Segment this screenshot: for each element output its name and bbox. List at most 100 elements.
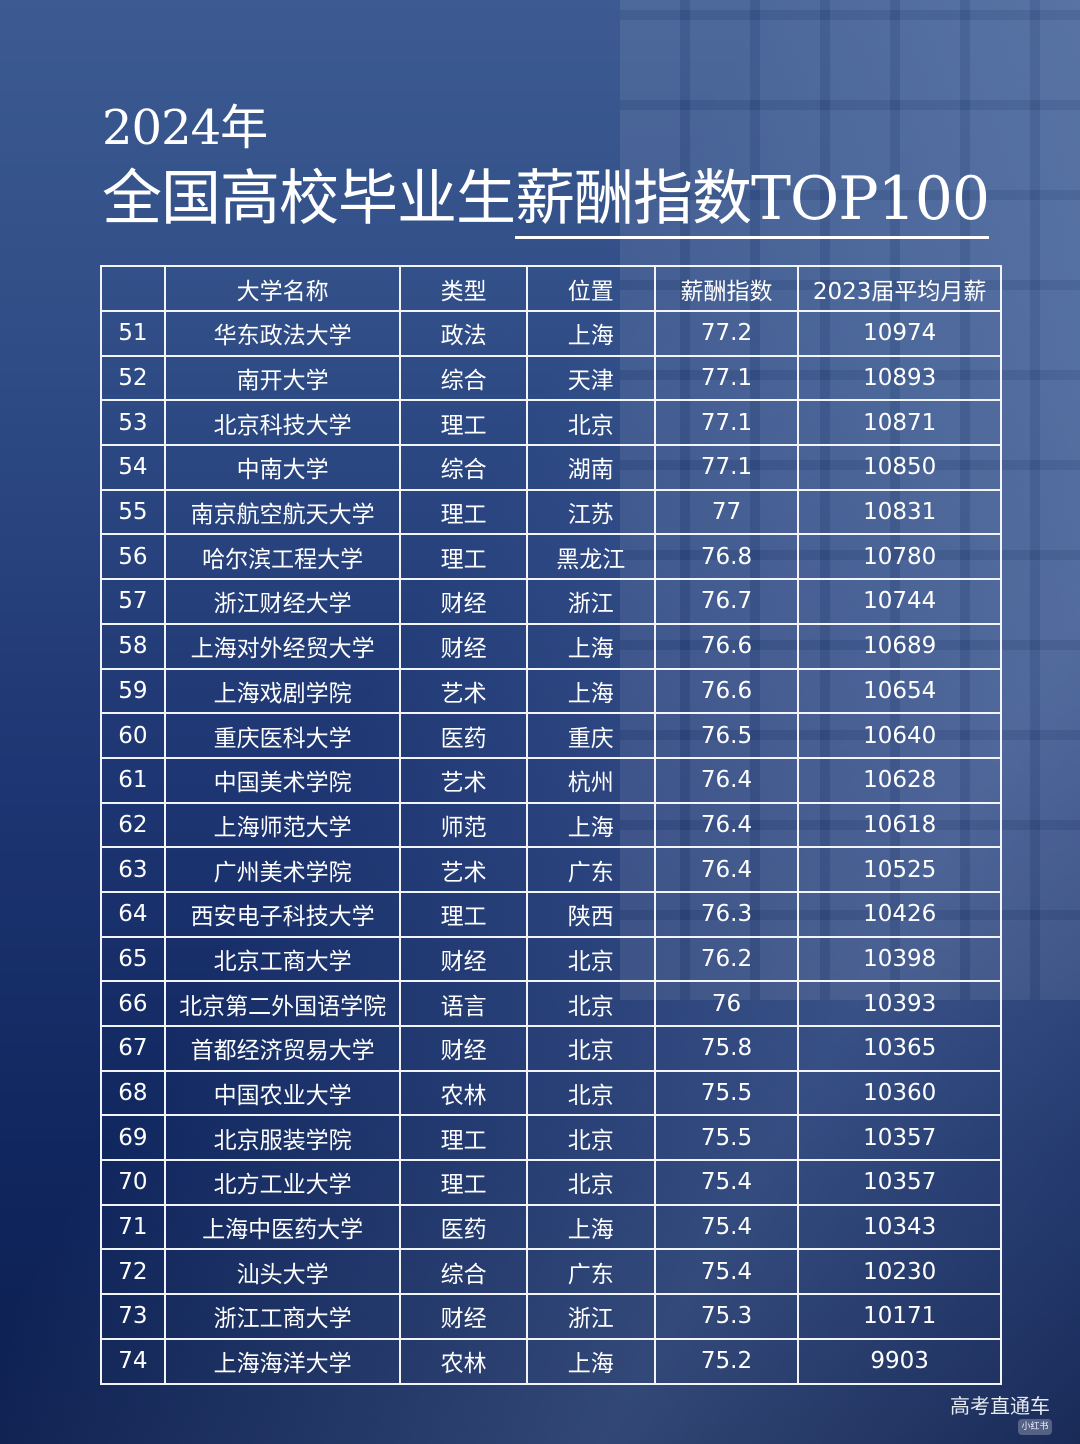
cell-university-name: 首都经济贸易大学	[163, 1025, 402, 1072]
cell-salary-index: 76.2	[653, 935, 800, 983]
cell-type: 财经	[399, 622, 528, 670]
cell-type: 综合	[399, 1248, 528, 1296]
cell-location: 上海	[525, 667, 656, 715]
cell-university-name: 上海戏剧学院	[163, 667, 402, 715]
cell-rank: 61	[100, 756, 166, 804]
header-location: 位置	[525, 265, 656, 312]
cell-type: 政法	[399, 310, 528, 357]
cell-university-name: 上海对外经贸大学	[163, 622, 402, 670]
cell-location: 上海	[525, 622, 656, 670]
cell-rank: 65	[100, 935, 166, 983]
cell-rank: 60	[100, 712, 166, 759]
cell-location: 浙江	[525, 578, 656, 625]
cell-university-name: 华东政法大学	[163, 310, 402, 357]
cell-type: 财经	[399, 1025, 528, 1072]
cell-rank: 63	[100, 846, 166, 893]
cell-avg-monthly-salary: 10525	[797, 846, 1002, 893]
cell-university-name: 西安电子科技大学	[163, 890, 402, 938]
cell-avg-monthly-salary: 10850	[797, 444, 1002, 491]
cell-avg-monthly-salary: 10426	[797, 890, 1002, 938]
cell-salary-index: 76.6	[653, 667, 800, 715]
cell-location: 江苏	[525, 488, 656, 536]
cell-rank: 57	[100, 578, 166, 625]
cell-university-name: 北方工业大学	[163, 1159, 402, 1206]
cell-salary-index: 77.1	[653, 354, 800, 402]
table-row: 69 北京服装学院 理工 北京 75.5 10357	[100, 1114, 1002, 1162]
cell-salary-index: 76.8	[653, 533, 800, 581]
table-row: 53 北京科技大学 理工 北京 77.1 10871	[100, 399, 1002, 447]
cell-location: 天津	[525, 354, 656, 402]
cell-rank: 66	[100, 980, 166, 1027]
cell-rank: 74	[100, 1337, 166, 1385]
cell-salary-index: 75.5	[653, 1114, 800, 1162]
cell-university-name: 中南大学	[163, 444, 402, 491]
table-row: 72 汕头大学 综合 广东 75.4 10230	[100, 1248, 1002, 1296]
cell-rank: 67	[100, 1025, 166, 1072]
cell-location: 重庆	[525, 712, 656, 759]
cell-university-name: 浙江工商大学	[163, 1293, 402, 1340]
cell-avg-monthly-salary: 10871	[797, 399, 1002, 447]
cell-avg-monthly-salary: 10357	[797, 1159, 1002, 1206]
cell-rank: 68	[100, 1069, 166, 1117]
cell-university-name: 北京服装学院	[163, 1114, 402, 1162]
table-row: 52 南开大学 综合 天津 77.1 10893	[100, 354, 1002, 402]
cell-type: 医药	[399, 1203, 528, 1251]
cell-salary-index: 75.2	[653, 1337, 800, 1385]
cell-rank: 58	[100, 622, 166, 670]
cell-salary-index: 76.4	[653, 801, 800, 849]
cell-salary-index: 76.3	[653, 890, 800, 938]
cell-university-name: 重庆医科大学	[163, 712, 402, 759]
cell-type: 师范	[399, 801, 528, 849]
cell-salary-index: 76.7	[653, 578, 800, 625]
table-row: 55 南京航空航天大学 理工 江苏 77 10831	[100, 488, 1002, 536]
cell-type: 艺术	[399, 756, 528, 804]
cell-location: 北京	[525, 980, 656, 1027]
cell-type: 综合	[399, 444, 528, 491]
table-row: 60 重庆医科大学 医药 重庆 76.5 10640	[100, 712, 1002, 759]
ranking-table: 大学名称 类型 位置 薪酬指数 2023届平均月薪 51 华东政法大学 政法 上海 77.2 10…	[100, 265, 1002, 1385]
cell-salary-index: 76.4	[653, 756, 800, 804]
cell-avg-monthly-salary: 10365	[797, 1025, 1002, 1072]
cell-location: 上海	[525, 310, 656, 357]
cell-avg-monthly-salary: 10831	[797, 488, 1002, 536]
cell-salary-index: 77.1	[653, 444, 800, 491]
cell-salary-index: 75.5	[653, 1069, 800, 1117]
cell-rank: 73	[100, 1293, 166, 1340]
cell-university-name: 南京航空航天大学	[163, 488, 402, 536]
cell-avg-monthly-salary: 10357	[797, 1114, 1002, 1162]
cell-rank: 71	[100, 1203, 166, 1251]
cell-type: 财经	[399, 1293, 528, 1340]
cell-avg-monthly-salary: 10628	[797, 756, 1002, 804]
table-row: 61 中国美术学院 艺术 杭州 76.4 10628	[100, 756, 1002, 804]
cell-university-name: 南开大学	[163, 354, 402, 402]
title-year: 2024年	[102, 100, 268, 156]
cell-location: 陕西	[525, 890, 656, 938]
cell-avg-monthly-salary: 10398	[797, 935, 1002, 983]
cell-type: 医药	[399, 712, 528, 759]
cell-university-name: 广州美术学院	[163, 846, 402, 893]
cell-type: 农林	[399, 1069, 528, 1117]
header-type: 类型	[399, 265, 528, 312]
title-underlined: 薪酬指数TOP100	[515, 164, 990, 239]
cell-avg-monthly-salary: 10618	[797, 801, 1002, 849]
cell-location: 北京	[525, 1114, 656, 1162]
table-row: 68 中国农业大学 农林 北京 75.5 10360	[100, 1069, 1002, 1117]
cell-salary-index: 75.4	[653, 1248, 800, 1296]
cell-location: 湖南	[525, 444, 656, 491]
cell-salary-index: 75.4	[653, 1203, 800, 1251]
table-row: 64 西安电子科技大学 理工 陕西 76.3 10426	[100, 890, 1002, 938]
cell-rank: 72	[100, 1248, 166, 1296]
cell-avg-monthly-salary: 10640	[797, 712, 1002, 759]
table-row: 62 上海师范大学 师范 上海 76.4 10618	[100, 801, 1002, 849]
cell-location: 黑龙江	[525, 533, 656, 581]
cell-rank: 69	[100, 1114, 166, 1162]
cell-university-name: 北京工商大学	[163, 935, 402, 983]
cell-location: 北京	[525, 1069, 656, 1117]
cell-university-name: 中国农业大学	[163, 1069, 402, 1117]
cell-avg-monthly-salary: 10744	[797, 578, 1002, 625]
table-row: 71 上海中医药大学 医药 上海 75.4 10343	[100, 1203, 1002, 1251]
cell-rank: 51	[100, 310, 166, 357]
cell-location: 上海	[525, 1203, 656, 1251]
cell-location: 北京	[525, 1159, 656, 1206]
cell-salary-index: 77	[653, 488, 800, 536]
